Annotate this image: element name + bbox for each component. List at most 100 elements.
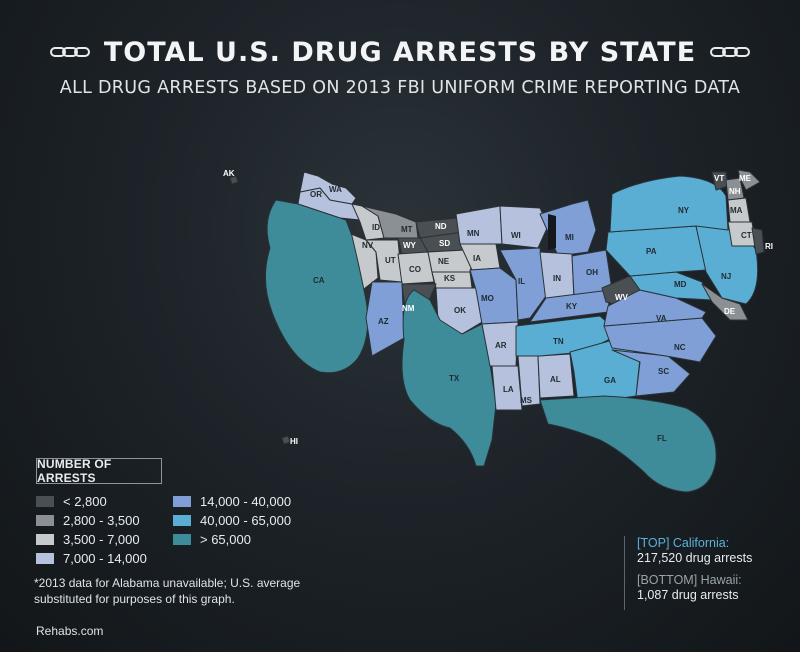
page-title: TOTAL U.S. DRUG ARRESTS BY STATE <box>103 36 697 68</box>
legend-swatch <box>36 496 54 507</box>
legend-swatch <box>36 515 54 526</box>
callout-top-value: 217,520 drug arrests <box>637 551 753 565</box>
label-TN: TN <box>553 337 564 346</box>
label-ID: ID <box>372 223 380 232</box>
legend-item: 40,000 - 65,000 <box>173 511 291 530</box>
label-MI: MI <box>565 233 574 242</box>
label-SC: SC <box>658 367 669 376</box>
state-ME[interactable] <box>737 169 761 191</box>
label-NC: NC <box>674 343 686 352</box>
label-ND: ND <box>435 222 447 231</box>
state-LA[interactable] <box>491 365 523 411</box>
legend-title: NUMBER OF ARRESTS <box>36 457 162 485</box>
legend-label: > 65,000 <box>200 532 251 547</box>
state-IL[interactable] <box>499 247 547 321</box>
label-WA: WA <box>329 185 342 194</box>
label-TX: TX <box>449 374 460 383</box>
legend-label: 40,000 - 65,000 <box>200 513 292 528</box>
legend-swatch <box>173 496 191 507</box>
legend-item: > 65,000 <box>173 530 291 549</box>
label-MT: MT <box>401 225 413 234</box>
label-MD: MD <box>674 280 687 289</box>
legend-label: < 2,800 <box>63 494 107 509</box>
label-NY: NY <box>678 206 690 215</box>
title-row: TOTAL U.S. DRUG ARRESTS BY STATE <box>0 34 800 70</box>
label-WV: WV <box>615 293 629 302</box>
label-DE: DE <box>724 307 736 316</box>
label-OK: OK <box>454 306 466 315</box>
label-CO: CO <box>409 265 421 274</box>
footnote: *2013 data for Alabama unavailable; U.S.… <box>34 576 301 606</box>
label-OR: OR <box>310 190 322 199</box>
state-labels: CA TX FL NY PA NJ MD DE VA WV NC SC GA A… <box>223 169 773 446</box>
label-UT: UT <box>385 256 396 265</box>
legend-label: 7,000 - 14,000 <box>63 551 147 566</box>
legend-item: 14,000 - 40,000 <box>173 492 291 511</box>
legend-item: 7,000 - 14,000 <box>36 549 147 568</box>
legend-swatch <box>36 534 54 545</box>
label-NV: NV <box>362 241 374 250</box>
state-RI[interactable] <box>751 227 765 255</box>
label-NH: NH <box>729 187 741 196</box>
label-PA: PA <box>646 247 657 256</box>
state-HI[interactable] <box>281 435 291 445</box>
legend-swatch <box>36 553 54 564</box>
label-IN: IN <box>553 274 561 283</box>
legend-item: 2,800 - 3,500 <box>36 511 147 530</box>
label-MS: MS <box>520 396 533 405</box>
lake-michigan <box>548 214 556 250</box>
label-WI: WI <box>511 231 521 240</box>
label-AK: AK <box>223 169 235 178</box>
callout-bottom-value: 1,087 drug arrests <box>637 588 739 602</box>
legend-column-right: 14,000 - 40,000 40,000 - 65,000 > 65,000 <box>173 492 291 549</box>
label-MO: MO <box>481 294 494 303</box>
callout-bottom-label: [BOTTOM] Hawaii: <box>637 573 742 587</box>
state-MN[interactable] <box>455 205 503 245</box>
label-LA: LA <box>503 385 514 394</box>
legend-swatch <box>173 534 191 545</box>
label-RI: RI <box>765 242 773 251</box>
label-KS: KS <box>444 274 456 283</box>
state-WA[interactable] <box>299 171 357 205</box>
state-NY[interactable] <box>609 175 729 233</box>
state-CA[interactable] <box>264 199 369 374</box>
callout-top-label: [TOP] California: <box>637 536 730 550</box>
label-OH: OH <box>586 268 598 277</box>
label-NJ: NJ <box>721 272 731 281</box>
label-HI: HI <box>290 437 298 446</box>
label-SD: SD <box>439 239 450 248</box>
extremes-callout: [TOP] California: 217,520 drug arrests [… <box>624 536 797 610</box>
label-KY: KY <box>566 302 578 311</box>
state-UT[interactable] <box>365 239 403 283</box>
label-AL: AL <box>550 375 561 384</box>
legend-label: 3,500 - 7,000 <box>63 532 140 547</box>
label-WY: WY <box>403 241 417 250</box>
label-FL: FL <box>657 434 667 443</box>
label-ME: ME <box>739 174 752 183</box>
chain-icon-right <box>710 47 751 57</box>
legend-swatch <box>173 515 191 526</box>
state-TX[interactable] <box>401 289 497 467</box>
chain-icon-left <box>49 47 90 57</box>
label-CA: CA <box>313 276 325 285</box>
label-AR: AR <box>495 341 507 350</box>
label-MN: MN <box>467 229 480 238</box>
legend-item: 3,500 - 7,000 <box>36 530 147 549</box>
label-IL: IL <box>518 277 525 286</box>
state-AK[interactable] <box>229 175 239 185</box>
label-VT: VT <box>714 174 724 183</box>
label-GA: GA <box>604 376 616 385</box>
label-NM: NM <box>402 304 415 313</box>
page-subtitle: ALL DRUG ARRESTS BASED ON 2013 FBI UNIFO… <box>59 78 741 98</box>
source-credit: Rehabs.com <box>36 624 104 638</box>
state-FL[interactable] <box>539 395 717 493</box>
legend-label: 14,000 - 40,000 <box>200 494 292 509</box>
label-VA: VA <box>656 314 667 323</box>
state-WI[interactable] <box>499 205 549 249</box>
label-AZ: AZ <box>378 317 389 326</box>
state-AZ[interactable] <box>365 281 405 357</box>
legend-label: 2,800 - 3,500 <box>63 513 140 528</box>
label-IA: IA <box>473 254 481 263</box>
label-MA: MA <box>730 206 743 215</box>
